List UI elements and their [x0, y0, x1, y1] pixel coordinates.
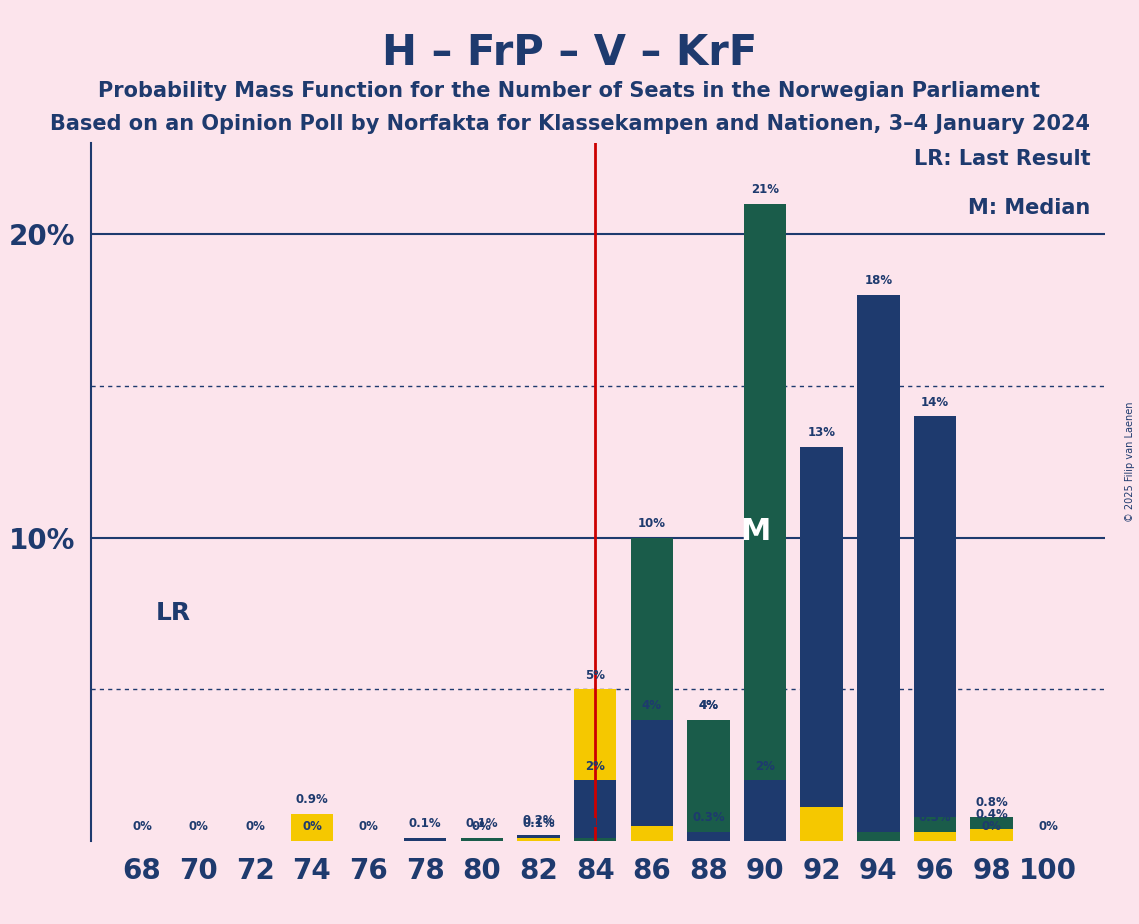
Bar [631, 826, 673, 841]
Text: M: Median: M: Median [968, 198, 1091, 218]
Text: 0.8%: 0.8% [918, 796, 951, 809]
Text: 18%: 18% [865, 274, 892, 287]
Text: M: M [740, 517, 770, 546]
Bar [517, 838, 559, 841]
Text: 0.2%: 0.2% [522, 814, 555, 827]
Text: LR: Last Result: LR: Last Result [913, 150, 1091, 169]
Bar [744, 204, 786, 841]
Bar [913, 416, 956, 841]
Text: 0%: 0% [132, 821, 151, 833]
Bar [460, 838, 503, 841]
Bar [574, 780, 616, 841]
Text: 0.3%: 0.3% [693, 811, 724, 824]
Bar [290, 813, 334, 841]
Text: 0.1%: 0.1% [466, 817, 498, 831]
Text: 0%: 0% [359, 821, 378, 833]
Text: 0%: 0% [189, 821, 208, 833]
Text: 0.3%: 0.3% [862, 811, 894, 824]
Bar [744, 780, 786, 841]
Text: 0.8%: 0.8% [975, 796, 1008, 809]
Bar [404, 838, 446, 841]
Text: 0%: 0% [755, 821, 775, 833]
Text: 4%: 4% [641, 699, 662, 711]
Bar [631, 538, 673, 841]
Bar [857, 295, 900, 841]
Text: 0%: 0% [1039, 821, 1058, 833]
Text: 4%: 4% [698, 699, 719, 711]
Text: 14%: 14% [920, 395, 949, 408]
Bar [574, 838, 616, 841]
Text: 0.5%: 0.5% [636, 805, 669, 818]
Text: Probability Mass Function for the Number of Seats in the Norwegian Parliament: Probability Mass Function for the Number… [98, 81, 1041, 102]
Bar [687, 832, 730, 841]
Text: 0%: 0% [982, 821, 1001, 833]
Text: 2%: 2% [585, 760, 605, 772]
Text: 5%: 5% [585, 669, 605, 682]
Text: 21%: 21% [751, 183, 779, 196]
Text: H – FrP – V – KrF: H – FrP – V – KrF [382, 32, 757, 74]
Bar [517, 834, 559, 841]
Bar [801, 808, 843, 841]
Text: 0%: 0% [302, 821, 322, 833]
Text: 13%: 13% [808, 426, 836, 439]
Bar [574, 689, 616, 841]
Text: © 2025 Filip van Laenen: © 2025 Filip van Laenen [1125, 402, 1134, 522]
Text: 0.3%: 0.3% [919, 811, 951, 824]
Text: 0.4%: 0.4% [975, 808, 1008, 821]
Bar [970, 829, 1013, 841]
Bar [857, 832, 900, 841]
Text: 0.9%: 0.9% [296, 793, 328, 806]
Text: 1.1%: 1.1% [805, 787, 838, 800]
Bar [801, 446, 843, 841]
Text: 4%: 4% [698, 699, 719, 711]
Text: 0%: 0% [245, 821, 265, 833]
Text: 10%: 10% [638, 517, 666, 530]
Text: LR: LR [156, 602, 191, 626]
Text: Based on an Opinion Poll by Norfakta for Klassekampen and Nationen, 3–4 January : Based on an Opinion Poll by Norfakta for… [49, 114, 1090, 134]
Bar [631, 720, 673, 841]
Text: 0.1%: 0.1% [409, 817, 442, 831]
Bar [687, 720, 730, 841]
Text: 0.1%: 0.1% [522, 817, 555, 831]
Bar [913, 817, 956, 841]
Text: 0.1%: 0.1% [579, 817, 612, 831]
Bar [913, 832, 956, 841]
Text: 2%: 2% [755, 760, 775, 772]
Bar [687, 720, 730, 841]
Text: 0%: 0% [472, 821, 492, 833]
Bar [970, 817, 1013, 841]
